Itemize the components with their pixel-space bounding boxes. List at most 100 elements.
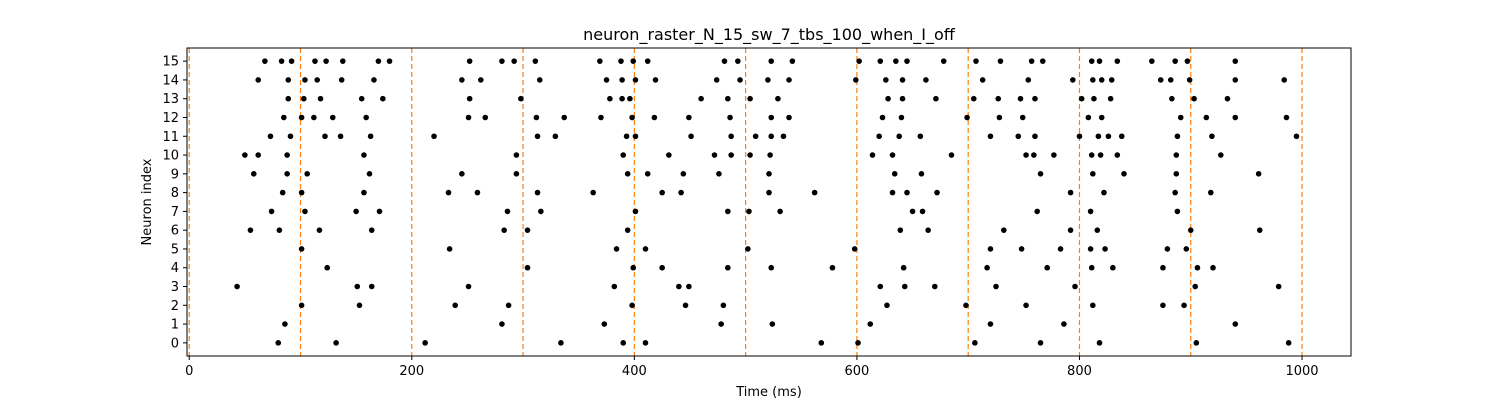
spike-n15-1 [278,58,285,64]
spike-n8-10 [811,189,818,196]
spike-n2-5 [682,302,689,309]
spike-n15-30 [1096,58,1103,64]
spike-n2-10 [1090,302,1096,309]
spike-n15-33 [1172,58,1178,64]
spike-n9-10 [766,171,772,177]
spike-n14-7 [477,77,484,83]
spike-n15-28 [1039,58,1046,64]
x-tick-label-800: 800 [1067,364,1092,379]
y-tick-label-4: 4 [171,261,179,276]
spike-n12-17 [898,114,905,121]
spike-n9-12 [918,171,925,177]
spike-n11-3 [337,133,344,140]
y-tick-label-6: 6 [171,224,179,239]
spike-n14-13 [713,77,720,83]
y-axis-label: Neuron index [140,158,155,245]
spike-n15-22 [893,58,899,64]
spike-n10-14 [1023,152,1029,158]
spike-n14-28 [1167,77,1174,83]
spike-n6-4 [501,227,507,233]
spike-n11-15 [876,133,882,140]
spike-n3-3 [465,283,472,290]
spike-n15-13 [618,58,624,64]
spike-n2-11 [1160,302,1166,309]
spike-n6-8 [925,227,931,233]
spike-n0-10 [1096,340,1103,346]
spike-n13-14 [885,95,891,102]
spike-n14-25 [1098,77,1105,83]
spike-n12-19 [996,114,1003,121]
y-tick-label-7: 7 [171,205,179,220]
x-tick-label-600: 600 [844,364,869,379]
spike-n1-1 [499,321,505,327]
spike-n14-30 [1232,77,1239,83]
spike-n11-16 [896,133,902,140]
spike-n5-5 [851,246,858,252]
spike-n4-11 [1110,264,1116,271]
spike-n10-3 [361,152,367,158]
spike-n11-24 [1118,133,1125,140]
spike-n11-27 [1293,133,1300,140]
spike-n2-3 [505,302,512,309]
spike-n4-6 [829,264,836,271]
y-tick-label-8: 8 [171,186,179,201]
spike-n8-14 [1067,189,1074,196]
spike-n5-8 [1057,246,1064,252]
spike-n7-1 [302,208,308,215]
spike-n4-9 [1044,264,1051,271]
spike-n6-9 [1001,227,1007,233]
spike-n10-15 [1031,152,1037,158]
spike-n9-2 [304,171,310,177]
spike-n0-9 [1037,340,1044,346]
spike-n13-22 [1091,95,1097,102]
spike-n15-14 [630,58,637,64]
spike-n13-19 [1017,95,1024,102]
spike-n4-7 [900,264,907,271]
spike-n13-12 [747,95,753,102]
spike-n9-11 [891,171,898,177]
x-tick-label-200: 200 [399,364,424,379]
spike-n14-3 [314,77,320,83]
spike-n13-13 [775,95,781,102]
spike-n9-6 [624,171,631,177]
spike-n10-18 [1097,152,1104,158]
spike-n7-13 [1087,208,1094,215]
spike-n6-6 [624,227,631,233]
spike-n10-10 [767,152,773,158]
spike-n8-3 [445,189,452,196]
spike-n14-27 [1157,77,1164,83]
spike-n1-8 [1232,321,1239,327]
y-tick-label-11: 11 [162,130,179,145]
spike-n4-8 [984,264,990,271]
spike-n12-24 [1203,114,1210,121]
spike-n0-7 [855,340,861,346]
spike-n15-29 [1088,58,1095,64]
spike-n14-20 [923,77,929,83]
spike-n8-12 [904,189,910,196]
spike-n15-9 [499,58,505,64]
spike-n6-12 [1187,227,1194,233]
spike-n4-14 [1210,264,1216,271]
spike-n7-12 [1034,208,1040,215]
spike-n8-4 [474,189,481,196]
x-tick-label-400: 400 [622,364,647,379]
spike-n6-5 [524,227,531,233]
spike-n10-21 [1218,152,1224,158]
spike-n7-11 [919,208,926,215]
spike-n13-23 [1107,95,1114,102]
spike-n13-10 [698,95,704,102]
spike-n1-7 [1061,321,1067,327]
x-axis-ticks: 0 200 400 600 800 1000 [185,356,1319,379]
spike-n9-9 [716,171,722,177]
y-tick-label-5: 5 [171,242,179,257]
spike-n5-12 [1183,246,1190,252]
spike-n11-14 [780,133,787,140]
spike-n3-9 [932,283,938,290]
spike-n13-0 [285,95,292,102]
y-tick-label-14: 14 [162,73,179,88]
spike-n0-4 [620,340,627,346]
spike-n11-13 [768,133,775,140]
spike-n15-15 [644,58,651,64]
spike-n9-15 [1121,171,1127,177]
